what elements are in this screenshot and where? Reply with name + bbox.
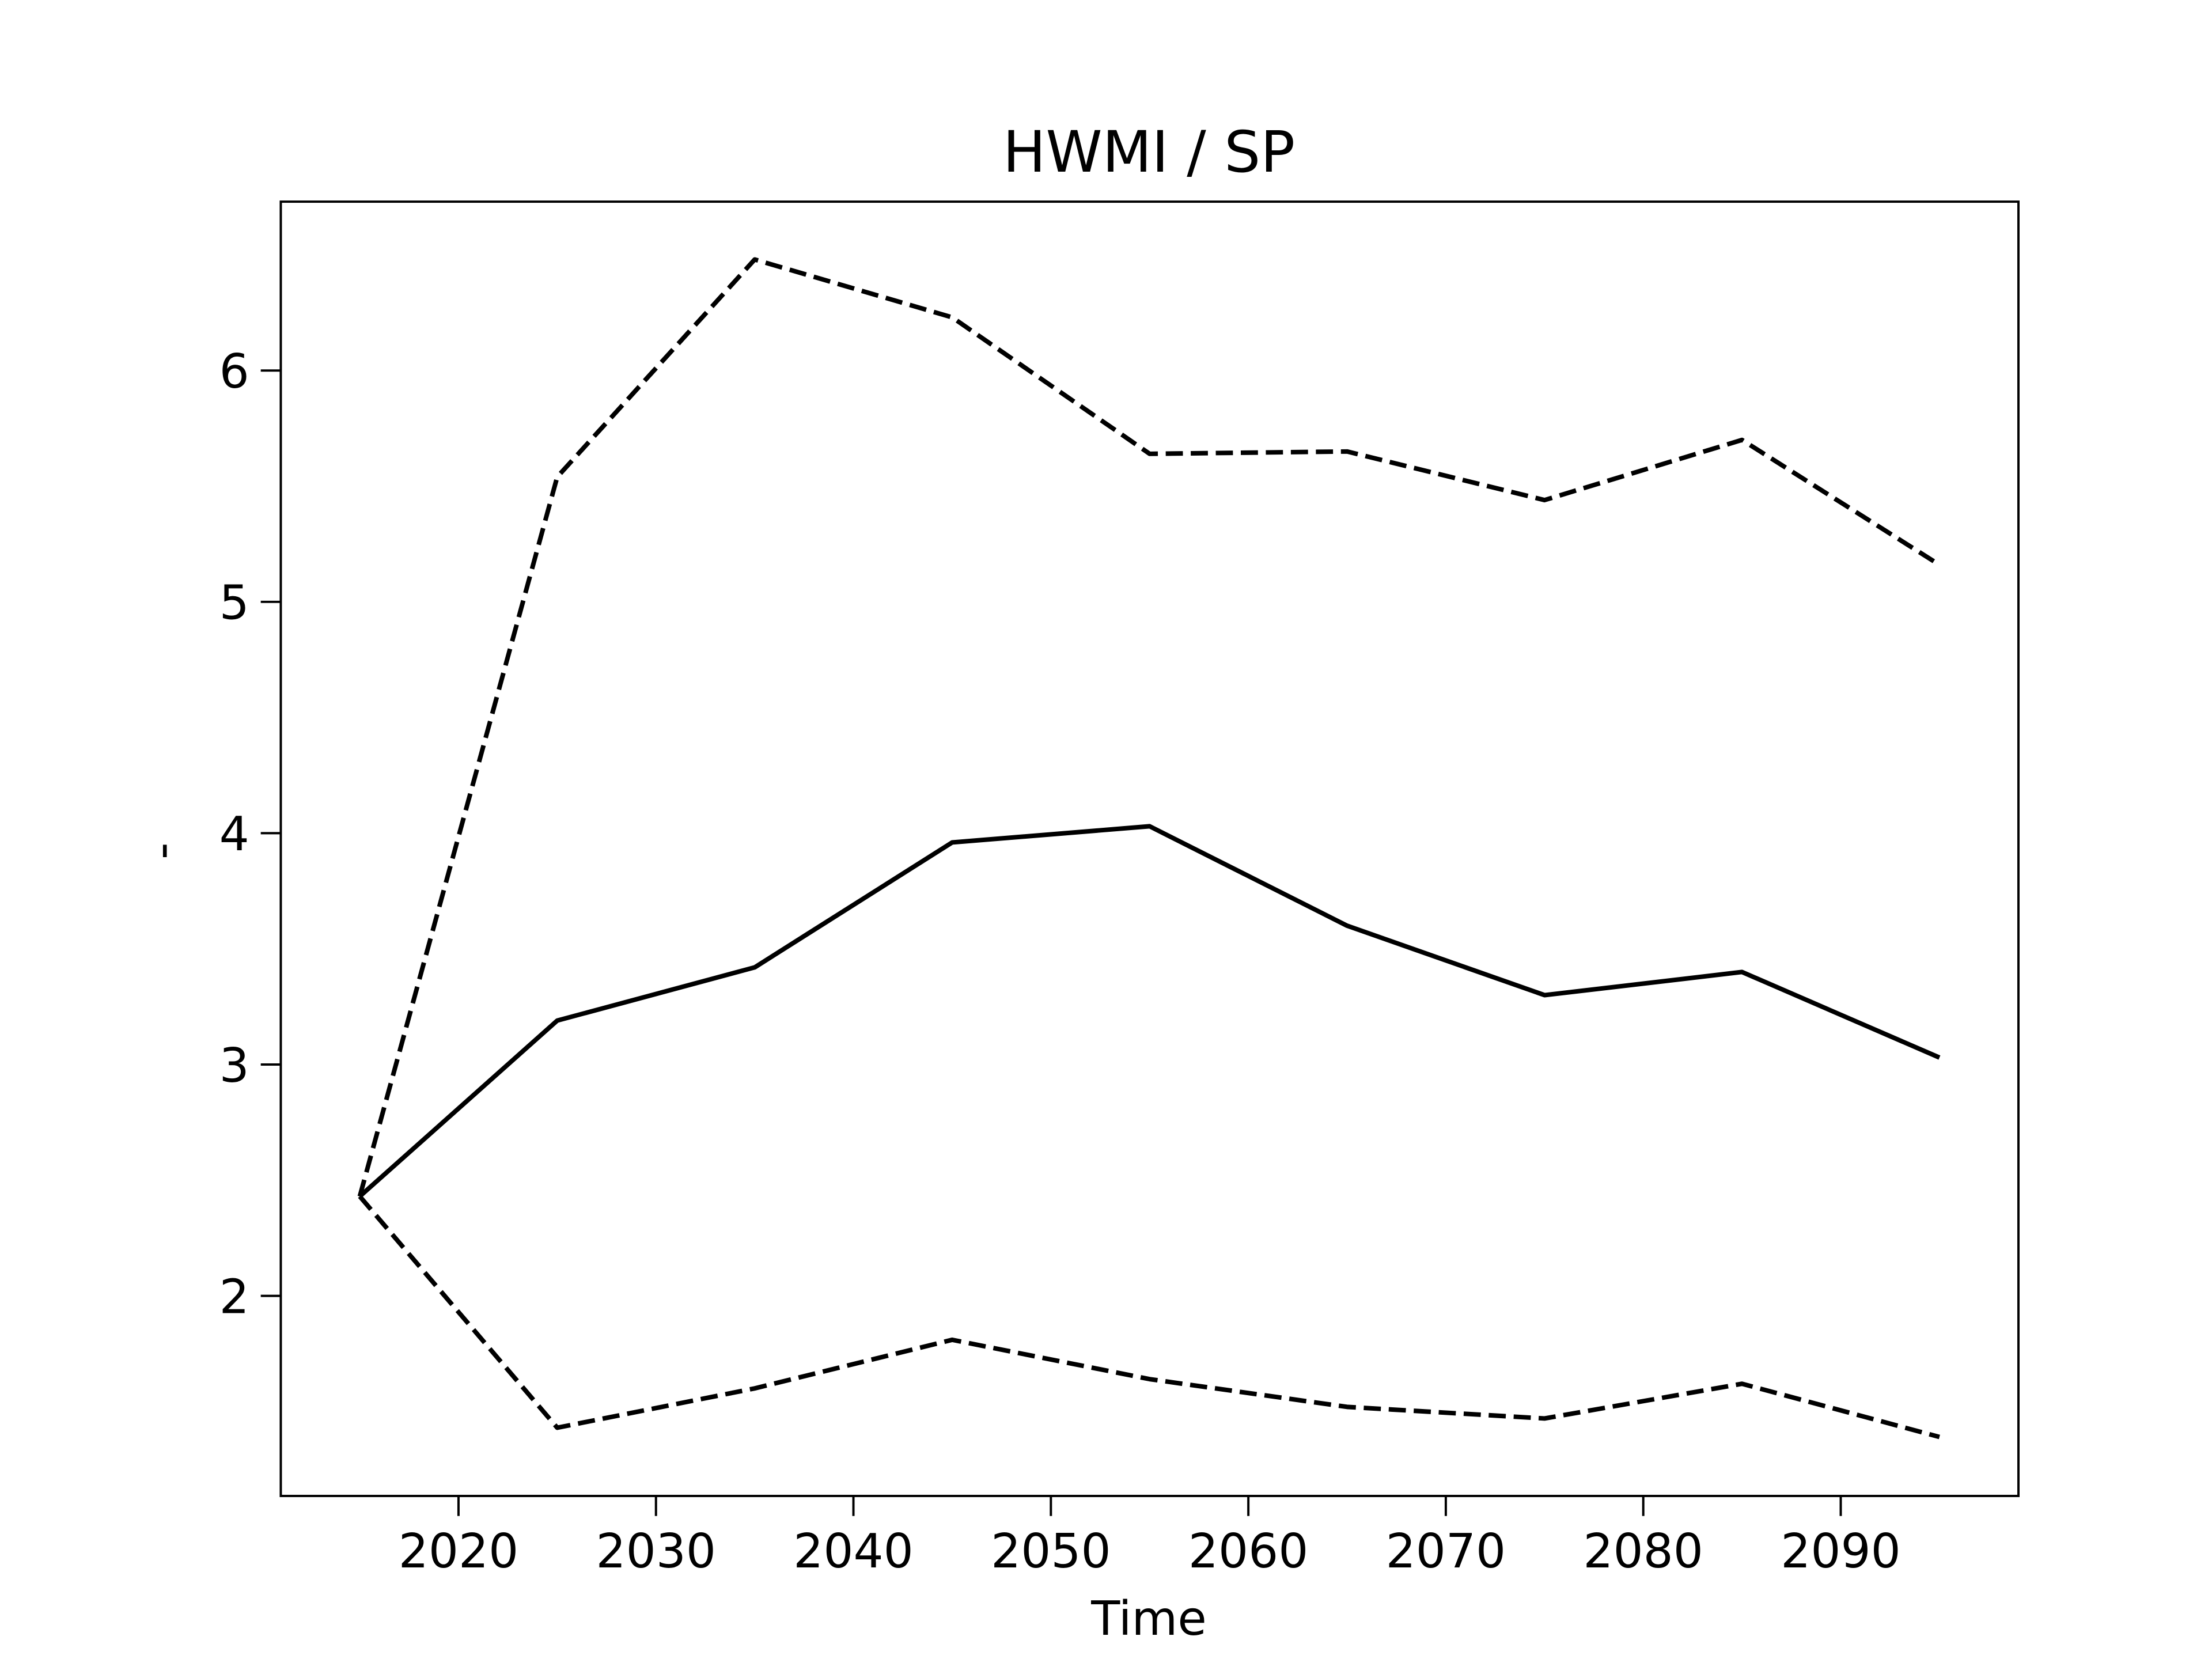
x-tick-label: 2030 <box>596 1524 716 1579</box>
x-axis-label: Time <box>1090 1592 1206 1646</box>
y-tick-label: 3 <box>219 1039 249 1093</box>
x-tick-label: 2080 <box>1583 1524 1703 1579</box>
x-tick-label: 2060 <box>1188 1524 1309 1579</box>
x-tick-label: 2020 <box>399 1524 519 1579</box>
line-series <box>358 1195 1940 1440</box>
x-tick-label: 2050 <box>991 1524 1111 1579</box>
line-series <box>357 257 1941 1197</box>
y-tick-label: 2 <box>219 1270 249 1324</box>
y-tick-label: 5 <box>219 576 249 631</box>
y-tick-label: 6 <box>219 344 249 399</box>
y-axis-label: - <box>135 842 190 859</box>
plot-frame <box>279 200 2020 1497</box>
y-tick-label: 4 <box>219 807 249 862</box>
line-series <box>358 824 1941 1198</box>
x-tick-label: 2090 <box>1781 1524 1900 1579</box>
x-tick-label: 2040 <box>793 1524 914 1579</box>
chart-title: HWMI / SP <box>1003 119 1295 185</box>
x-tick-label: 2070 <box>1386 1524 1506 1579</box>
